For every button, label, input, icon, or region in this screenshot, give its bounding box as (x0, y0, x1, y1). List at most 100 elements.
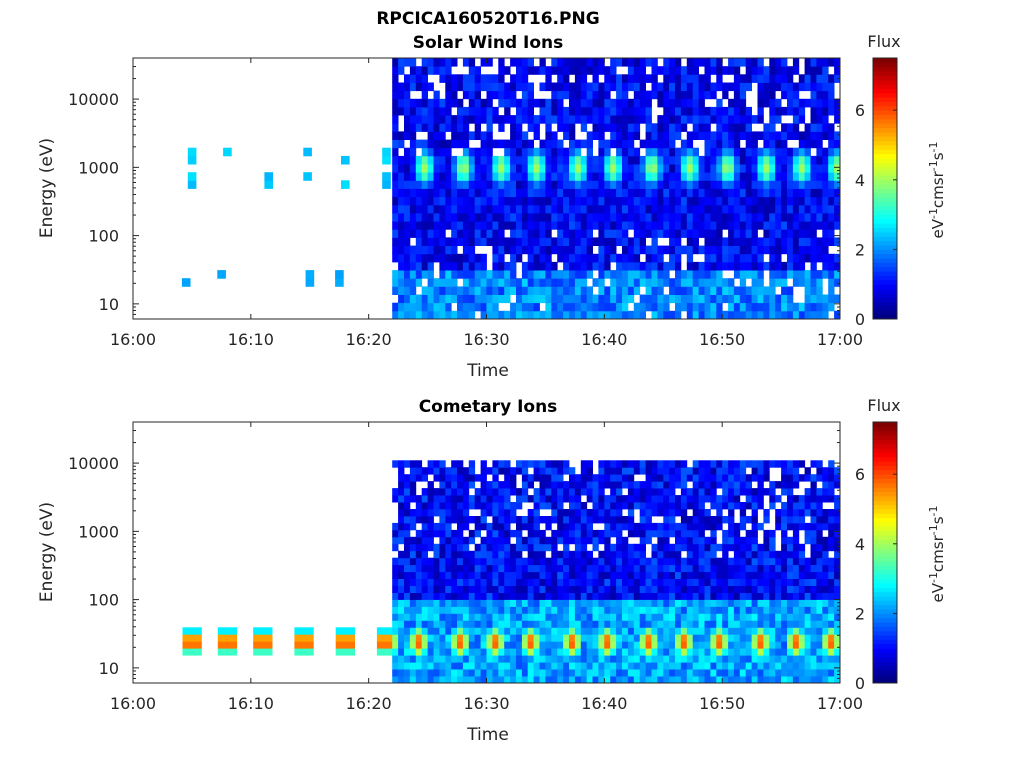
heatmap-cell (468, 131, 476, 140)
heatmap-cell (633, 599, 641, 607)
heatmap-cell (686, 204, 694, 214)
heatmap-cell (622, 474, 629, 482)
heatmap-cell (698, 502, 705, 510)
heatmap-cell (510, 627, 517, 635)
heatmap-cell (610, 155, 617, 165)
heatmap-cell (798, 662, 806, 670)
heatmap-cell (516, 172, 523, 181)
heatmap-cell (557, 564, 564, 573)
heatmap-cell (574, 278, 582, 287)
heatmap-cell (516, 98, 523, 108)
heatmap-cell (427, 481, 434, 489)
heatmap-cell (569, 245, 576, 255)
heatmap-cell (787, 474, 794, 482)
heatmap-cell (686, 58, 694, 67)
heatmap-cell (657, 502, 664, 510)
heatmap-cell (445, 188, 452, 198)
heatmap-cell (792, 606, 800, 614)
heatmap-cell (787, 571, 794, 579)
heatmap-cell (574, 172, 582, 181)
heatmap-cell (745, 302, 752, 312)
heatmap-cell (816, 557, 823, 566)
heatmap-cell (663, 310, 670, 320)
heatmap-cell (828, 676, 835, 684)
heatmap-cell (504, 522, 511, 531)
heatmap-cell (680, 204, 688, 214)
heatmap-cell (598, 123, 605, 132)
heatmap-cell (686, 245, 694, 255)
heatmap-cell (439, 620, 446, 628)
heatmap-cell (551, 196, 558, 206)
heatmap-cell (610, 662, 617, 670)
heatmap-cell (504, 627, 511, 635)
heatmap-cell (781, 467, 788, 475)
heatmap-cell (474, 82, 481, 92)
heatmap-cell (669, 90, 676, 100)
heatmap-cell (404, 669, 411, 677)
heatmap-cell (781, 655, 788, 663)
heatmap-cell (669, 474, 676, 482)
heatmap-cell (492, 245, 499, 255)
heatmap-cell (816, 164, 823, 173)
heatmap-cell (763, 634, 770, 642)
heatmap-cell (539, 286, 546, 295)
heatmap-cell (451, 627, 458, 635)
heatmap-cell (474, 592, 481, 600)
heatmap-cell (627, 310, 635, 320)
x-tick-label: 16:00 (110, 330, 156, 349)
heatmap-cell (563, 543, 570, 552)
heatmap-cell (404, 172, 411, 181)
heatmap-cell (704, 627, 711, 635)
heatmap-cell (504, 543, 511, 552)
heatmap-cell (751, 164, 758, 173)
heatmap-cell (745, 131, 752, 140)
heatmap-cell (445, 261, 452, 271)
heatmap-cell (675, 481, 682, 489)
heatmap-cell (492, 302, 499, 312)
heatmap-cell (462, 585, 470, 593)
heatmap-cell (787, 90, 794, 100)
heatmap-cell (563, 58, 570, 67)
heatmap-cell (468, 571, 476, 579)
heatmap-cell (445, 564, 452, 573)
heatmap-cell (580, 188, 588, 198)
heatmap-cell (728, 310, 735, 320)
colorbar-segment (873, 635, 897, 640)
heatmap-cell (539, 172, 546, 181)
heatmap-cell (675, 620, 682, 628)
heatmap-cell (462, 286, 470, 295)
heatmap-cell (610, 592, 617, 600)
heatmap-cell (569, 58, 576, 67)
heatmap-cell (692, 599, 699, 607)
heatmap-cell (669, 509, 676, 517)
heatmap-cell (722, 66, 729, 75)
heatmap-cell (586, 662, 593, 670)
heatmap-cell (433, 237, 440, 246)
heatmap-cell (728, 613, 735, 621)
heatmap-cell (604, 139, 611, 149)
heatmap-cell (392, 460, 399, 468)
heatmap-cell (657, 599, 664, 607)
heatmap-cell (775, 516, 782, 524)
heatmap-cell (716, 253, 723, 263)
heatmap-cell (781, 302, 788, 312)
heatmap-cell (486, 662, 493, 670)
heatmap-cell (622, 578, 629, 586)
heatmap-cell (710, 82, 717, 92)
heatmap-cell (769, 90, 776, 100)
heatmap-cell (657, 676, 664, 684)
heatmap-cell (816, 123, 823, 132)
colorbar-segment (873, 639, 897, 645)
heatmap-cell (775, 106, 782, 116)
heatmap-cell (704, 147, 711, 157)
heatmap-cell (404, 502, 411, 510)
heatmap-cell (781, 58, 788, 67)
heatmap-cell (686, 74, 694, 83)
heatmap-cell (745, 592, 752, 600)
heatmap-cell (457, 557, 464, 566)
heatmap-cell (527, 180, 534, 189)
heatmap-cell (604, 204, 611, 214)
heatmap-cell (745, 599, 752, 607)
heatmap-cell (804, 474, 811, 482)
heatmap-cell (462, 522, 470, 531)
